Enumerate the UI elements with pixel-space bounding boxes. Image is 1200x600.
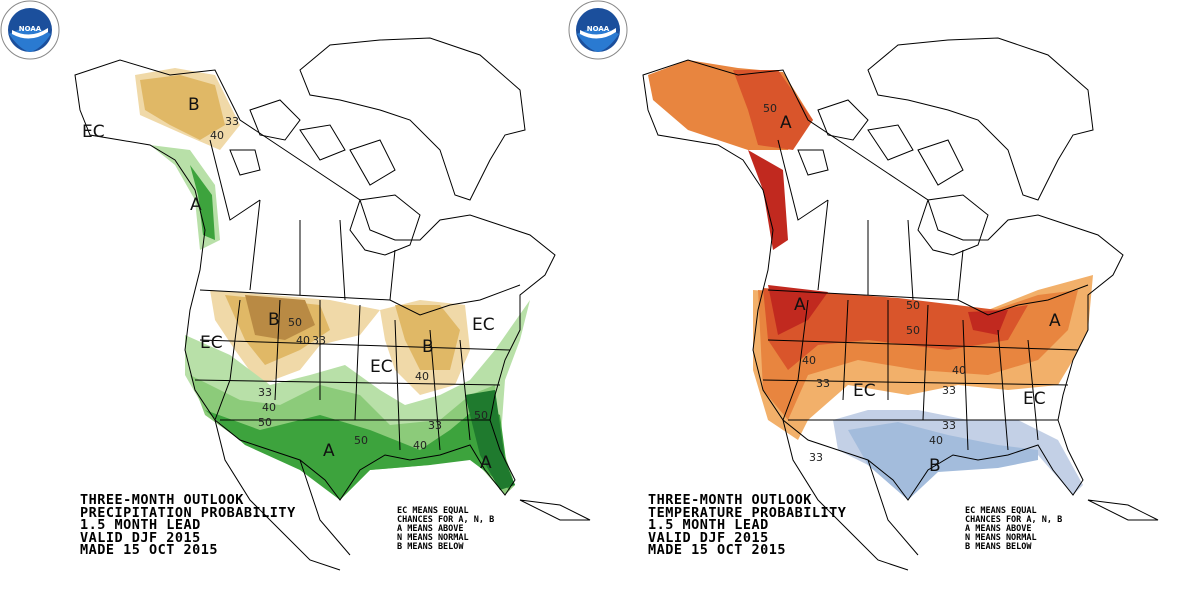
svg-text:NOAA: NOAA — [587, 25, 610, 33]
lakes-below-40 — [395, 305, 460, 370]
label-a: A — [190, 195, 202, 215]
contour-33: 33 — [428, 419, 442, 432]
contour-40: 40 — [415, 370, 429, 383]
contour-40: 40 — [210, 129, 224, 142]
nw-above-60 — [768, 285, 1008, 335]
precipitation-outlook-map: EC B 33 40 A B 50 40 33 EC EC B 40 EC 33… — [0, 0, 591, 571]
contour-33: 33 — [312, 334, 326, 347]
label-ec: EC — [82, 122, 105, 142]
contour-50: 50 — [763, 102, 777, 115]
alaska-below-40 — [140, 75, 225, 140]
temp-labels: 50 A A 50 50 40 33 EC 33 40 33 40 EC 33 … — [763, 102, 1061, 476]
contour-40: 40 — [262, 401, 276, 414]
contour-33: 33 — [258, 386, 272, 399]
precip-labels: EC B 33 40 A B 50 40 33 EC EC B 40 EC 33… — [82, 95, 495, 473]
precip-shading — [135, 68, 530, 500]
contour-33: 33 — [809, 451, 823, 464]
contour-33: 33 — [942, 419, 956, 432]
pnw-above-60 — [748, 150, 788, 250]
se-above-60 — [465, 390, 515, 490]
contour-50: 50 — [906, 324, 920, 337]
temp-shading — [648, 60, 1093, 500]
contour-40: 40 — [413, 439, 427, 452]
contour-50: 50 — [354, 434, 368, 447]
label-a: A — [1049, 311, 1061, 331]
label-b: B — [268, 310, 280, 330]
contour-33: 33 — [942, 384, 956, 397]
label-ec: EC — [472, 315, 495, 335]
south-above-50 — [205, 405, 510, 500]
map-title: THREE-MONTH OUTLOOK TEMPERATURE PROBABILI… — [648, 492, 847, 558]
label-a: A — [780, 113, 792, 133]
label-a: A — [794, 295, 806, 315]
label-a: A — [480, 453, 492, 473]
alaska-above-50 — [733, 70, 813, 150]
label-b: B — [929, 456, 941, 476]
pnw-above-40 — [190, 165, 215, 240]
temperature-map-svg: 50 A A 50 50 40 33 EC 33 40 33 40 EC 33 … — [642, 37, 1159, 571]
plains-below-50 — [245, 295, 315, 340]
north-above-50 — [763, 288, 1028, 370]
contour-50: 50 — [906, 299, 920, 312]
contour-50: 50 — [288, 316, 302, 329]
noaa-logo: NOAA — [0, 0, 60, 60]
label-a: A — [323, 441, 335, 461]
contour-40: 40 — [296, 334, 310, 347]
label-b: B — [422, 337, 434, 357]
svg-text:NOAA: NOAA — [19, 25, 42, 33]
label-ec: EC — [200, 333, 223, 353]
map-title: THREE-MONTH OUTLOOK PRECIPITATION PROBABI… — [80, 492, 296, 558]
contour-50: 50 — [474, 409, 488, 422]
noaa-logo: NOAA — [568, 0, 628, 60]
contour-40: 40 — [929, 434, 943, 447]
label-b: B — [188, 95, 200, 115]
contour-40: 40 — [952, 364, 966, 377]
label-ec: EC — [1023, 389, 1046, 409]
contour-40: 40 — [802, 354, 816, 367]
contour-50: 50 — [258, 416, 272, 429]
contour-33: 33 — [225, 115, 239, 128]
contour-33: 33 — [816, 377, 830, 390]
precipitation-map-svg: EC B 33 40 A B 50 40 33 EC EC B 40 EC 33… — [74, 37, 591, 571]
label-ec: EC — [370, 357, 393, 377]
label-ec: EC — [853, 381, 876, 401]
temperature-outlook-map: 50 A A 50 50 40 33 EC 33 40 33 40 EC 33 … — [568, 0, 1168, 600]
